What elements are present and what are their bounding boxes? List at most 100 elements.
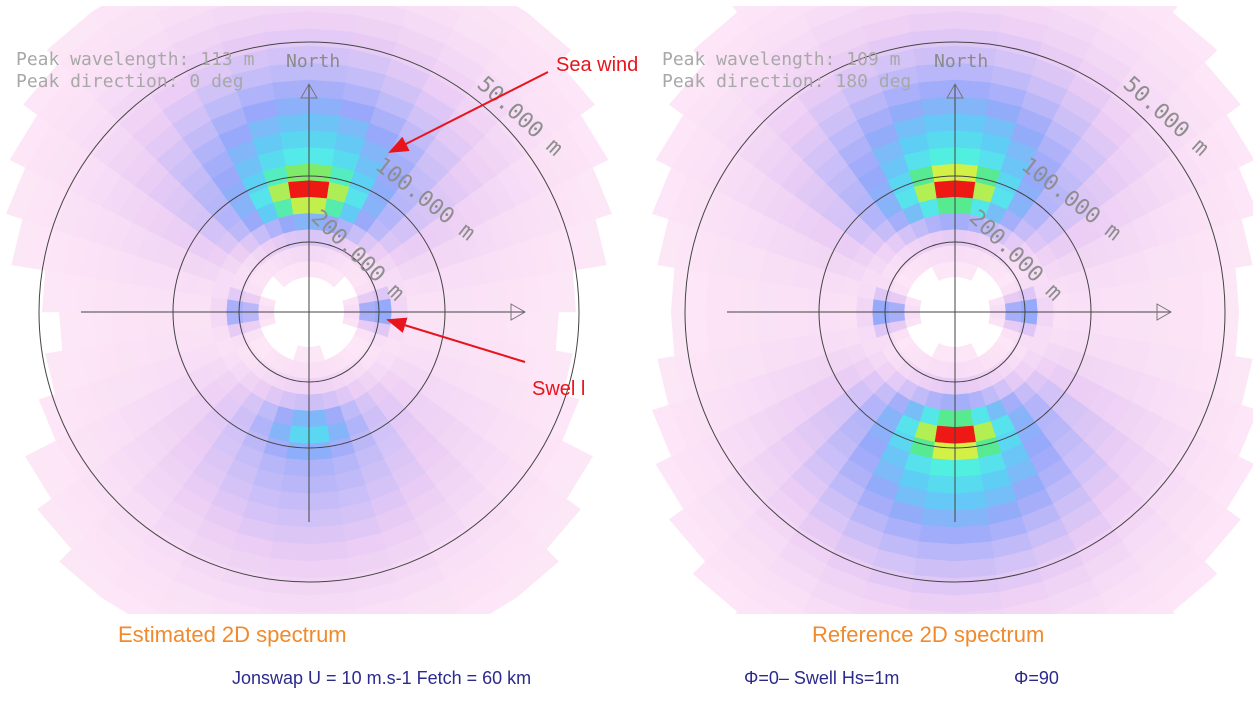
spectrum-cell (655, 456, 699, 510)
phi-parameter: Φ=90 (1014, 668, 1059, 688)
spectrum-cell (282, 458, 310, 478)
spectrum-cell (1184, 311, 1205, 352)
spectrum-cell (954, 179, 976, 199)
spectrum-cell (822, 311, 842, 333)
spectrum-cell (1084, 311, 1104, 336)
spectrum-cell (521, 311, 542, 349)
jonswap-parameters: Jonswap U = 10 m.s-1 Fetch = 60 km (232, 668, 532, 688)
spectrum-cell (274, 507, 310, 528)
spectrum-cell (954, 196, 974, 215)
spectrum-cell (1167, 611, 1175, 614)
spectrum-cell (931, 441, 956, 461)
spectrum-cell (855, 311, 874, 328)
reference-north-label: North (934, 51, 988, 72)
spectrum-cell (736, 6, 782, 28)
spectrum-cell (280, 474, 310, 495)
spectrum-cell (954, 507, 990, 528)
sea-wind-annotation: Sea wind (556, 54, 639, 76)
spectrum-cell (210, 597, 263, 614)
spectrum-cell (954, 163, 979, 183)
spectrum-cell (308, 377, 323, 396)
spectrum-cell (722, 275, 743, 313)
estimated-polar-grid (38, 41, 580, 583)
spectrum-cell (906, 608, 956, 614)
spectrum-cell (407, 595, 462, 614)
spectrum-cell (1001, 597, 1054, 614)
spectrum-cell (308, 507, 344, 528)
spectrum-cell (308, 146, 336, 166)
spectrum-cell (308, 393, 325, 412)
spectrum-cell (954, 409, 974, 428)
spectrum-cell (308, 179, 330, 199)
spectrum-cell (225, 311, 244, 326)
spectrum-cell (954, 608, 1004, 614)
spectrum-cell (90, 6, 136, 28)
spectrum-cell (521, 275, 542, 313)
spectrum-cell (931, 163, 956, 183)
spectrum-cell (856, 597, 909, 614)
spectrum-cell (272, 524, 310, 545)
spectrum-cell (126, 283, 147, 313)
spectrum-cell (576, 167, 612, 220)
spectrum-cell (422, 291, 442, 313)
spectrum-cell (308, 541, 349, 562)
spectrum-cell (290, 196, 310, 215)
spectrum-cell (1134, 596, 1174, 614)
spectrum-cell (934, 425, 956, 445)
spectrum-cell (739, 311, 760, 347)
spectrum-cell (578, 218, 607, 268)
spectrum-cell (1150, 277, 1171, 313)
spectrum-cell (209, 311, 228, 328)
spectrum-cell (193, 311, 212, 331)
spectrum-cell (455, 285, 475, 313)
spectrum-cell (308, 425, 330, 445)
spectrum-cell (939, 212, 956, 231)
estimated-peak-direction: Peak direction: 0 deg (16, 71, 244, 92)
spectrum-cell (152, 6, 175, 14)
spectrum-cell (308, 524, 346, 545)
spectrum-cell (209, 6, 227, 10)
spectrum-cell (555, 269, 577, 313)
spectrum-cell (277, 491, 310, 512)
spectrum-cell (822, 291, 842, 313)
spectrum-cell (438, 311, 458, 336)
spectrum-cell (160, 311, 180, 336)
spectrum-cell (471, 311, 492, 341)
spectrum-cell (260, 608, 310, 614)
spectrum-cell (109, 280, 130, 313)
spectrum-cell (839, 311, 858, 331)
spectrum-cell (308, 608, 358, 614)
spectrum-cell (260, 6, 310, 16)
north-arrowhead (946, 82, 964, 99)
spectrum-cell (856, 6, 909, 27)
spectrum-cell (455, 311, 475, 339)
spectrum-cell (308, 129, 338, 150)
spectrum-cell (954, 79, 992, 100)
spectrum-cell (45, 350, 72, 395)
spectrum-cell (538, 311, 559, 352)
spectrum-cell (954, 541, 995, 562)
ring-500-circle (684, 41, 1226, 583)
spectrum-cell (871, 311, 890, 326)
spectrum-cell (1222, 167, 1253, 220)
spectrum-cell (772, 311, 793, 341)
spectrum-cell (1224, 218, 1253, 268)
spectrum-cell (565, 114, 609, 168)
spectrum-cell (154, 610, 165, 614)
spectrum-cell (1020, 298, 1039, 313)
spectrum-cell (37, 498, 85, 550)
spectrum-cell (93, 311, 114, 347)
reference-peak-wavelength: Peak wavelength: 109 m (662, 49, 900, 70)
spectrum-cell (657, 356, 686, 406)
spectrum-cell (453, 610, 464, 614)
swell-parameters: Φ=0– Swell Hs=1m (744, 668, 900, 688)
east-arrowhead (1156, 303, 1173, 321)
spectrum-cell (954, 146, 982, 166)
spectrum-cell (936, 196, 956, 215)
spectrum-cell (1099, 610, 1110, 614)
spectrum-cell (705, 272, 726, 313)
spectrum-cell (308, 409, 328, 428)
reference-caption: Reference 2D spectrum (812, 622, 1045, 647)
spectrum-cell (285, 163, 310, 183)
spectrum-cell (272, 79, 310, 100)
